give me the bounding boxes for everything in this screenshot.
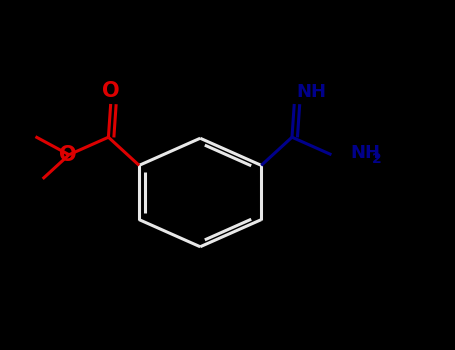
Text: O: O	[102, 80, 120, 101]
Text: 2: 2	[372, 152, 382, 166]
Text: NH: NH	[297, 83, 327, 101]
Text: O: O	[59, 145, 77, 166]
Text: NH: NH	[350, 144, 380, 162]
